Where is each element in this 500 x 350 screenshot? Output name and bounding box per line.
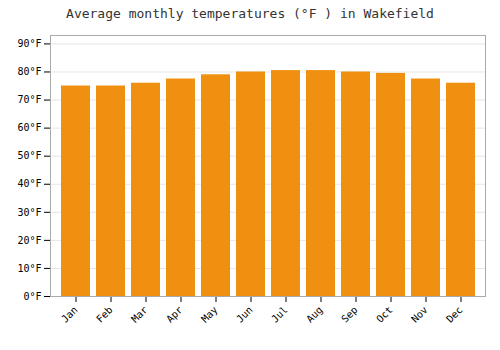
svg-text:20°F: 20°F (17, 235, 41, 246)
svg-text:Sep: Sep (339, 304, 360, 325)
svg-text:10°F: 10°F (17, 263, 41, 274)
svg-text:Dec: Dec (444, 304, 465, 325)
svg-text:90°F: 90°F (17, 38, 41, 49)
svg-text:80°F: 80°F (17, 66, 41, 77)
svg-text:Jan: Jan (59, 304, 80, 325)
svg-text:60°F: 60°F (17, 122, 41, 133)
svg-text:50°F: 50°F (17, 150, 41, 161)
svg-text:30°F: 30°F (17, 207, 41, 218)
svg-text:Mar: Mar (129, 304, 150, 325)
svg-text:70°F: 70°F (17, 94, 41, 105)
svg-text:Feb: Feb (94, 304, 115, 325)
svg-text:Nov: Nov (409, 304, 430, 325)
html-text:Average monthly temperatures (: Average monthly temperatures (°F ) in Wa… (66, 6, 434, 21)
svg-text:0°F: 0°F (23, 291, 41, 302)
svg-text:Aug: Aug (304, 304, 325, 325)
svg-text:Jul: Jul (269, 304, 290, 325)
svg-text:Jun: Jun (234, 304, 255, 325)
svg-text:May: May (199, 304, 220, 325)
svg-text:Apr: Apr (164, 304, 185, 325)
svg-text:40°F: 40°F (17, 178, 41, 189)
svg-text:Oct: Oct (374, 304, 395, 325)
